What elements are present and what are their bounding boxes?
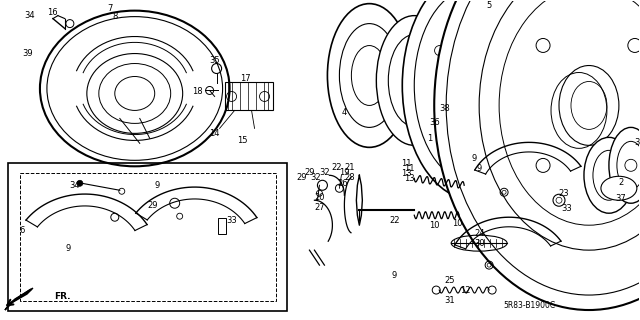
Text: 4: 4 [342, 108, 347, 117]
Text: 14: 14 [209, 129, 220, 138]
Polygon shape [5, 288, 33, 310]
Text: 33: 33 [226, 216, 237, 225]
Text: 10: 10 [452, 219, 463, 228]
Text: 31: 31 [444, 296, 454, 305]
Ellipse shape [462, 67, 486, 104]
Text: 15: 15 [237, 136, 248, 145]
Text: FR.: FR. [54, 292, 70, 300]
Ellipse shape [479, 0, 640, 250]
Bar [20, 173, 275, 301]
Ellipse shape [499, 0, 640, 225]
Ellipse shape [388, 35, 440, 126]
Text: 2: 2 [618, 178, 623, 187]
Ellipse shape [584, 137, 634, 213]
Text: 24: 24 [474, 229, 484, 238]
Text: 38: 38 [439, 104, 449, 113]
Ellipse shape [376, 16, 452, 145]
Text: 25: 25 [444, 276, 454, 284]
Text: 5R83-B1900C: 5R83-B1900C [503, 300, 555, 309]
Text: 13: 13 [404, 174, 415, 183]
Text: 6: 6 [19, 226, 25, 235]
Ellipse shape [571, 82, 607, 129]
Text: 23: 23 [559, 189, 570, 198]
Text: 10: 10 [429, 221, 440, 230]
Bar [8, 163, 287, 311]
Text: 32: 32 [319, 168, 330, 177]
Text: 33: 33 [562, 204, 572, 213]
Ellipse shape [609, 127, 640, 203]
Text: 1: 1 [427, 134, 432, 143]
Text: 26: 26 [337, 179, 348, 188]
Ellipse shape [559, 66, 619, 145]
Text: 7: 7 [107, 4, 113, 13]
Text: 9: 9 [154, 181, 159, 190]
Text: 29: 29 [147, 201, 158, 210]
Text: 9: 9 [392, 271, 397, 280]
Text: 8: 8 [112, 12, 118, 21]
Text: 30: 30 [474, 239, 484, 248]
Text: 27: 27 [314, 203, 324, 212]
Ellipse shape [617, 141, 640, 189]
Text: 32: 32 [310, 173, 321, 182]
Ellipse shape [454, 53, 494, 117]
Text: 21: 21 [344, 163, 355, 172]
Bar [554, 212, 561, 226]
Text: 34: 34 [24, 11, 35, 20]
Text: 28: 28 [344, 173, 355, 182]
Text: 37: 37 [616, 194, 627, 203]
Text: 35: 35 [209, 56, 220, 65]
Text: 34: 34 [70, 181, 80, 190]
Text: 3: 3 [634, 138, 639, 147]
Text: 20: 20 [314, 193, 324, 202]
Ellipse shape [339, 24, 399, 127]
Text: 22: 22 [389, 216, 399, 225]
Ellipse shape [593, 150, 625, 200]
Text: 39: 39 [22, 49, 33, 58]
Text: 5: 5 [486, 1, 492, 10]
Text: 22: 22 [331, 163, 342, 172]
Text: 9: 9 [472, 154, 477, 163]
Text: 16: 16 [47, 8, 58, 17]
Text: 19: 19 [339, 168, 349, 177]
Ellipse shape [403, 0, 546, 200]
Text: 17: 17 [240, 74, 251, 83]
Ellipse shape [328, 4, 412, 147]
Text: 18: 18 [193, 87, 203, 96]
Text: 13: 13 [401, 169, 412, 178]
Ellipse shape [434, 0, 640, 310]
Text: 9: 9 [477, 164, 482, 173]
Text: 29: 29 [296, 173, 307, 182]
Text: 9: 9 [65, 244, 70, 253]
Ellipse shape [446, 0, 640, 295]
Bar [225, 83, 273, 110]
Circle shape [77, 180, 83, 186]
Text: 12: 12 [460, 285, 470, 295]
Ellipse shape [414, 0, 534, 183]
Text: 36: 36 [429, 118, 440, 127]
Ellipse shape [601, 176, 637, 200]
Ellipse shape [351, 45, 387, 105]
Text: 29: 29 [304, 168, 315, 177]
Text: 11: 11 [401, 159, 412, 168]
Bar [218, 218, 225, 234]
Text: 11: 11 [404, 164, 415, 173]
